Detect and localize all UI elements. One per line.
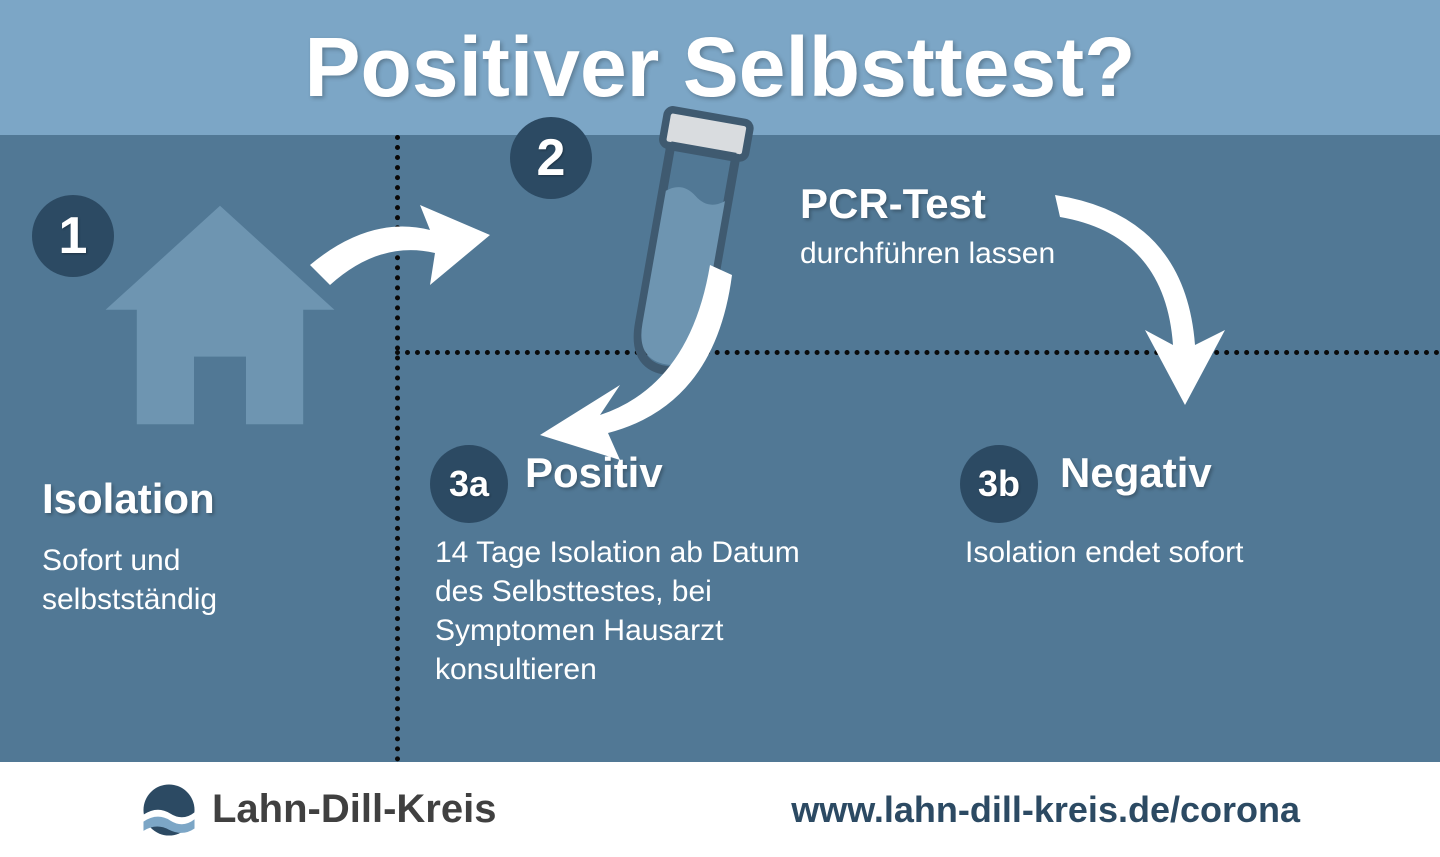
badge-step-3b: 3b: [960, 445, 1038, 523]
badge-step-3a: 3a: [430, 445, 508, 523]
org-name: Lahn-Dill-Kreis: [212, 787, 496, 832]
arrow-2-to-3a: [510, 245, 750, 470]
arrow-2-to-3b: [1035, 175, 1255, 430]
footer-url[interactable]: www.lahn-dill-kreis.de/corona: [791, 789, 1300, 831]
step-3a-title: Positiv: [525, 449, 925, 497]
badge-step-2-label: 2: [537, 128, 566, 188]
step-1-body: Sofort und selbstständig: [42, 541, 362, 619]
org-logo: Lahn-Dill-Kreis: [140, 781, 496, 839]
footer-bar: Lahn-Dill-Kreis www.lahn-dill-kreis.de/c…: [0, 762, 1440, 857]
badge-step-3b-label: 3b: [978, 463, 1020, 505]
page-title: Positiver Selbsttest?: [305, 19, 1136, 116]
step-3b-body-block: Isolation endet sofort: [965, 533, 1385, 572]
step-3b-body: Isolation endet sofort: [965, 533, 1385, 572]
badge-step-1-label: 1: [59, 206, 88, 266]
step-3b-text: Negativ: [1060, 449, 1420, 497]
step-1-title: Isolation: [42, 475, 362, 523]
main-panel: 1 Isolation Sofort und selbstständig 2 P…: [0, 135, 1440, 762]
step-3a-text: Positiv: [525, 449, 925, 497]
step-3b-title: Negativ: [1060, 449, 1420, 497]
step-1-text: Isolation Sofort und selbstständig: [42, 475, 362, 619]
logo-icon: [140, 781, 198, 839]
step-3a-body: 14 Tage Isolation ab Datum des Selbsttes…: [435, 533, 855, 689]
arrow-1-to-2: [290, 175, 510, 320]
step-3a-body-block: 14 Tage Isolation ab Datum des Selbsttes…: [435, 533, 855, 689]
badge-step-2: 2: [510, 117, 592, 199]
badge-step-3a-label: 3a: [449, 463, 489, 505]
